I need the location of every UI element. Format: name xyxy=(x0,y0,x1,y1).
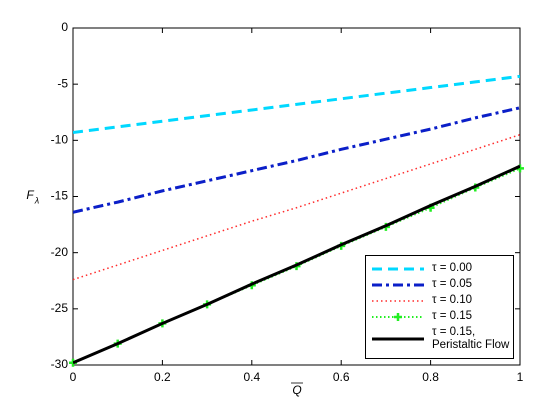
y-axis-label: F xyxy=(26,188,34,202)
y-axis-label-sub: λ xyxy=(34,195,39,205)
y-tick-label: -20 xyxy=(51,245,69,259)
legend-swatch xyxy=(372,267,424,270)
legend: τ = 0.00 τ = 0.05 τ = 0.10 τ = 0.15 τ = 0.15… xyxy=(365,255,515,359)
y-tick-label: 0 xyxy=(61,20,68,34)
legend-swatch xyxy=(372,337,424,341)
series-line xyxy=(73,134,520,281)
legend-swatch xyxy=(372,299,424,302)
y-tick-label: -30 xyxy=(51,357,69,371)
y-tick-label: -5 xyxy=(57,76,68,90)
x-axis-label: Q xyxy=(292,383,301,397)
legend-entry: τ = 0.00 xyxy=(370,262,509,275)
y-tick-label: -15 xyxy=(51,189,69,203)
series-line xyxy=(73,164,520,365)
legend-marker xyxy=(394,312,402,321)
legend-label: τ = 0.00 xyxy=(432,262,473,274)
x-tick-label: 0.4 xyxy=(243,370,260,384)
legend-entry: τ = 0.10 xyxy=(370,294,509,307)
y-tick-label: -10 xyxy=(51,133,69,147)
x-tick-label: 0.8 xyxy=(422,370,439,384)
series-line xyxy=(73,106,520,214)
legend-swatch xyxy=(372,312,424,321)
legend-entry: τ = 0.15 xyxy=(370,310,509,323)
legend-label: τ = 0.10 xyxy=(432,294,473,306)
legend-label: τ = 0.15 xyxy=(432,310,473,322)
x-tick-label: 0 xyxy=(70,370,77,384)
legend-label: τ = 0.05 xyxy=(432,278,473,290)
legend-entry: τ = 0.15, Peristaltic Flow xyxy=(370,326,509,352)
x-tick-label: 1 xyxy=(517,370,524,384)
legend-swatch xyxy=(372,283,424,286)
x-tick-label: 0.2 xyxy=(154,370,171,384)
y-tick-label: -25 xyxy=(51,301,69,315)
x-tick-label: 0.6 xyxy=(333,370,350,384)
legend-label: τ = 0.15, Peristaltic Flow xyxy=(432,326,510,351)
series-line xyxy=(73,74,520,134)
legend-entry: τ = 0.05 xyxy=(370,278,509,291)
